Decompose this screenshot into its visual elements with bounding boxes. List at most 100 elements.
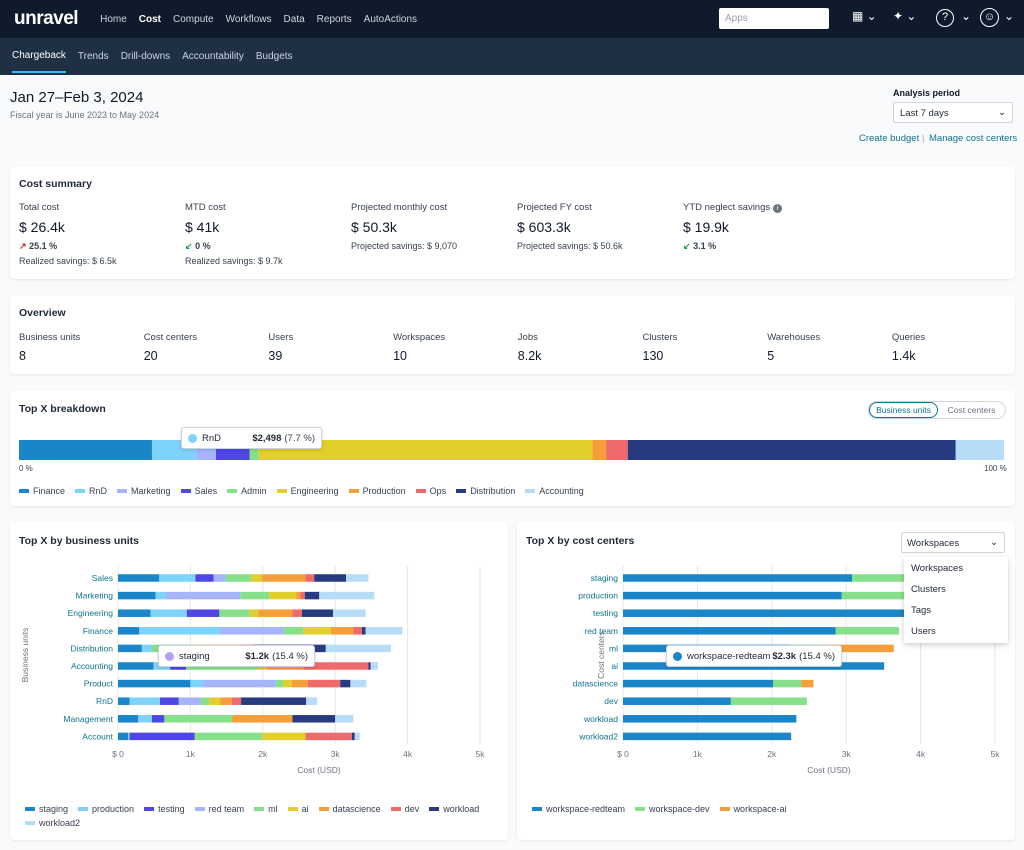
bar-segment[interactable] — [118, 574, 160, 582]
bar-segment[interactable] — [325, 644, 391, 653]
bar-segment[interactable] — [275, 679, 284, 688]
bar-segment[interactable] — [841, 591, 905, 600]
bar-segment[interactable] — [304, 591, 320, 600]
analysis-period-select[interactable]: Last 7 days ⌄ — [893, 102, 1013, 123]
grid-apps-icon[interactable]: ▦ ⌄ — [852, 9, 877, 23]
nav-cost[interactable]: Cost — [138, 13, 162, 25]
legend-item[interactable]: workspace-redteam — [532, 804, 625, 814]
bar-segment[interactable] — [353, 627, 362, 635]
bar-segment[interactable] — [370, 662, 378, 670]
bar-segment[interactable] — [300, 591, 305, 600]
legend-item[interactable]: Accounting — [525, 486, 584, 496]
menu-item-tags[interactable]: Tags — [911, 605, 932, 616]
bar-segment[interactable] — [118, 697, 130, 705]
bar-segment[interactable] — [159, 697, 179, 705]
bar-segment[interactable] — [623, 697, 731, 705]
bar-segment[interactable] — [200, 697, 210, 705]
bar-segment[interactable] — [292, 609, 302, 617]
bar-segment[interactable] — [303, 627, 331, 635]
bar-segment[interactable] — [251, 574, 263, 582]
breakdown-bar[interactable] — [19, 440, 1004, 460]
bar-segment[interactable] — [178, 697, 201, 705]
bar-segment[interactable] — [159, 574, 196, 582]
unravel-logo[interactable]: unravel — [14, 8, 79, 29]
bar-segment[interactable] — [241, 697, 307, 705]
category-label[interactable]: Finance — [83, 626, 114, 636]
bar-segment[interactable] — [623, 715, 797, 723]
legend-item[interactable]: workspace-dev — [635, 804, 710, 814]
bar-segment[interactable] — [262, 732, 306, 741]
legend-item[interactable]: Production — [348, 486, 406, 496]
bar-segment[interactable] — [291, 679, 308, 688]
create-budget-link[interactable]: Create budget — [859, 133, 920, 144]
bar-segment[interactable] — [213, 574, 226, 582]
bar-segment[interactable] — [292, 715, 336, 723]
user-avatar-icon[interactable]: ☺ — [980, 8, 999, 27]
bar-segment[interactable] — [186, 609, 220, 617]
category-label[interactable]: Marketing — [76, 591, 114, 601]
category-label[interactable]: Account — [82, 731, 113, 741]
bar-segment[interactable] — [141, 644, 153, 653]
category-label[interactable]: dev — [604, 696, 618, 706]
breakdown-segment-accounting[interactable] — [955, 440, 1004, 460]
bar-segment[interactable] — [152, 715, 165, 723]
breakdown-segment-ops[interactable] — [606, 440, 628, 460]
bar-segment[interactable] — [118, 644, 142, 653]
bar-segment[interactable] — [219, 609, 250, 617]
legend-item[interactable]: production — [78, 804, 134, 814]
integrations-icon[interactable]: ✦ ⌄ — [893, 9, 917, 23]
bar-segment[interactable] — [623, 679, 774, 688]
bar-segment[interactable] — [118, 627, 139, 635]
category-label[interactable]: staging — [591, 573, 619, 583]
bar-segment[interactable] — [623, 591, 842, 600]
legend-item[interactable]: Distribution — [456, 486, 515, 496]
legend-item[interactable]: RnD — [75, 486, 107, 496]
bar-segment[interactable] — [303, 662, 369, 670]
bar-segment[interactable] — [118, 591, 156, 600]
bar-segment[interactable] — [262, 574, 306, 582]
tab-accountability[interactable]: Accountability — [182, 51, 244, 62]
bar-segment[interactable] — [118, 679, 191, 688]
legend-item[interactable]: Engineering — [276, 486, 339, 496]
bar-segment[interactable] — [249, 609, 259, 617]
bar-segment[interactable] — [730, 697, 807, 705]
legend-item[interactable]: dev — [390, 804, 419, 814]
category-label[interactable]: ml — [609, 643, 618, 653]
info-icon[interactable]: i — [772, 204, 782, 213]
bar-segment[interactable] — [361, 627, 366, 635]
tab-trends[interactable]: Trends — [77, 51, 109, 62]
bar-segment[interactable] — [623, 732, 792, 741]
bar-segment[interactable] — [209, 697, 221, 705]
bar-segment[interactable] — [354, 732, 360, 741]
nav-compute[interactable]: Compute — [173, 13, 214, 25]
cc-dimension-select[interactable]: Workspaces ⌄ — [901, 532, 1005, 553]
legend-item[interactable]: Ops — [415, 486, 446, 496]
bar-segment[interactable] — [365, 627, 403, 635]
breakdown-segment-production[interactable] — [592, 440, 607, 460]
bar-segment[interactable] — [138, 715, 153, 723]
bar-segment[interactable] — [231, 697, 242, 705]
bar-segment[interactable] — [155, 591, 167, 600]
breakdown-segment-distribution[interactable] — [627, 440, 956, 460]
bar-segment[interactable] — [128, 732, 130, 741]
bar-segment[interactable] — [333, 609, 366, 617]
category-label[interactable]: workload — [583, 714, 618, 724]
category-label[interactable]: ai — [611, 661, 618, 671]
bar-segment[interactable] — [852, 574, 920, 582]
legend-item[interactable]: Admin — [227, 486, 267, 496]
category-label[interactable]: datascience — [573, 679, 619, 689]
tab-drill-downs[interactable]: Drill-downs — [120, 51, 171, 62]
bar-segment[interactable] — [194, 732, 263, 741]
bar-segment[interactable] — [129, 697, 160, 705]
bar-segment[interactable] — [350, 679, 367, 688]
category-label[interactable]: workload2 — [578, 731, 618, 741]
bar-segment[interactable] — [283, 679, 292, 688]
category-label[interactable]: RnD — [96, 696, 113, 706]
nav-reports[interactable]: Reports — [316, 13, 352, 25]
legend-item[interactable]: Marketing — [117, 486, 171, 496]
category-label[interactable]: testing — [593, 608, 618, 618]
category-label[interactable]: Accounting — [71, 661, 113, 671]
bar-segment[interactable] — [296, 591, 301, 600]
bar-segment[interactable] — [118, 609, 151, 617]
bar-segment[interactable] — [195, 574, 214, 582]
